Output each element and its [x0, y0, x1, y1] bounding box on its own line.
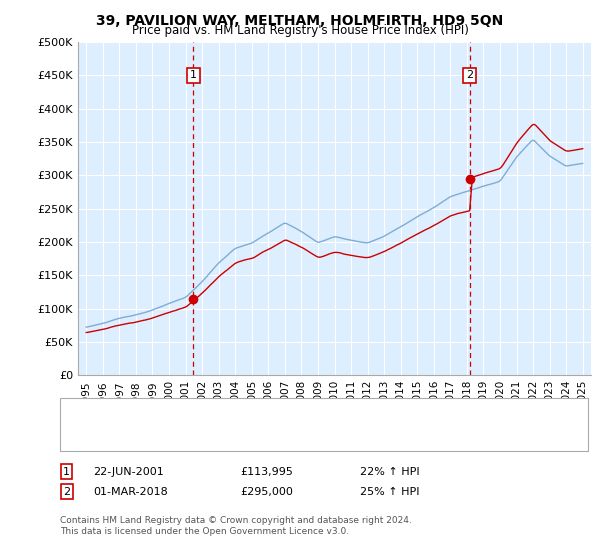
Text: HPI: Average price, detached house, Kirklees: HPI: Average price, detached house, Kirk…: [108, 432, 343, 442]
Text: 2: 2: [466, 71, 473, 80]
Text: 39, PAVILION WAY, MELTHAM, HOLMFIRTH, HD9 5QN (detached house): 39, PAVILION WAY, MELTHAM, HOLMFIRTH, HD…: [108, 408, 473, 418]
Text: 2: 2: [63, 487, 70, 497]
Text: 25% ↑ HPI: 25% ↑ HPI: [360, 487, 419, 497]
Text: 22-JUN-2001: 22-JUN-2001: [93, 466, 164, 477]
Text: £295,000: £295,000: [240, 487, 293, 497]
Text: £113,995: £113,995: [240, 466, 293, 477]
Text: Price paid vs. HM Land Registry's House Price Index (HPI): Price paid vs. HM Land Registry's House …: [131, 24, 469, 37]
Text: 1: 1: [190, 71, 197, 80]
Text: 01-MAR-2018: 01-MAR-2018: [93, 487, 168, 497]
Text: Contains HM Land Registry data © Crown copyright and database right 2024.
This d: Contains HM Land Registry data © Crown c…: [60, 516, 412, 536]
Text: 22% ↑ HPI: 22% ↑ HPI: [360, 466, 419, 477]
Text: 39, PAVILION WAY, MELTHAM, HOLMFIRTH, HD9 5QN: 39, PAVILION WAY, MELTHAM, HOLMFIRTH, HD…: [97, 14, 503, 28]
Text: 1: 1: [63, 466, 70, 477]
